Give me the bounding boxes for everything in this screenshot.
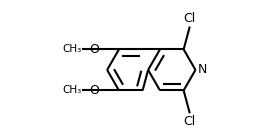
Text: CH₃: CH₃ — [62, 85, 81, 95]
Text: N: N — [197, 63, 207, 76]
Text: CH₃: CH₃ — [62, 44, 81, 54]
Text: O: O — [89, 43, 99, 56]
Text: O: O — [89, 84, 99, 97]
Text: Cl: Cl — [184, 115, 196, 128]
Text: Cl: Cl — [184, 12, 196, 25]
